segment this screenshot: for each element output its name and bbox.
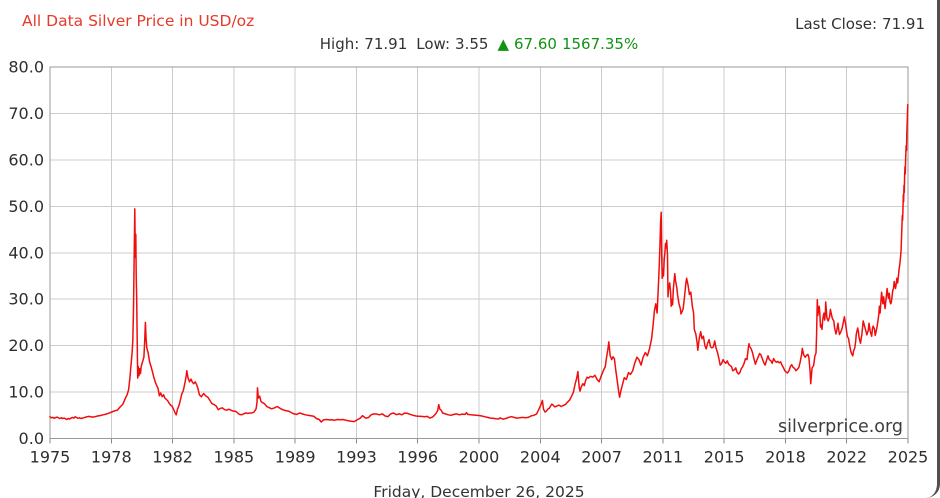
x-tick-label: 1982 [152, 448, 193, 467]
x-tick-label: 2022 [826, 448, 867, 467]
x-tick-label: 1978 [91, 448, 132, 467]
last-close: Last Close: 71.91 [795, 15, 925, 33]
x-tick-label: 2015 [704, 448, 745, 467]
last-close-label: Last Close: [795, 15, 878, 33]
low-label: Low: [416, 35, 451, 53]
x-tick-label: 2018 [765, 448, 806, 467]
x-tick-label: 2004 [520, 448, 561, 467]
watermark: silverprice.org [778, 417, 903, 437]
y-tick-label: 70.0 [8, 104, 44, 123]
x-tick-label: 2011 [642, 448, 683, 467]
date-caption: Friday, December 26, 2025 [373, 483, 585, 498]
y-tick-label: 80.0 [8, 58, 44, 77]
page-title: All Data Silver Price in USD/oz [22, 12, 255, 30]
up-arrow-icon: ▲ [497, 35, 509, 53]
plot-border [49, 66, 909, 439]
x-tick-label: 1996 [397, 448, 438, 467]
y-tick-label: 60.0 [8, 150, 44, 169]
y-tick-label: 0.0 [19, 429, 44, 448]
high-value: 71.91 [364, 35, 408, 53]
y-tick-label: 40.0 [8, 243, 44, 262]
y-tick-label: 50.0 [8, 197, 44, 216]
x-tick-label: 1985 [213, 448, 254, 467]
x-tick-label: 2007 [581, 448, 622, 467]
high-low-stats: High: 71.91 Low: 3.55 ▲ 67.60 1567.35% [50, 35, 908, 53]
last-close-value: 71.91 [882, 15, 925, 33]
x-tick-label: 1993 [336, 448, 377, 467]
x-tick-label: 2025 [888, 448, 929, 467]
x-tick-label: 1989 [275, 448, 316, 467]
price-line [49, 103, 909, 423]
y-tick-label: 30.0 [8, 290, 44, 309]
change-value: 67.60 [513, 35, 557, 53]
high-label: High: [319, 35, 360, 53]
change-percent: 1567.35% [561, 35, 639, 53]
y-tick-label: 10.0 [8, 383, 44, 402]
x-tick-label: 1975 [30, 448, 71, 467]
low-value: 3.55 [455, 35, 489, 53]
y-tick-label: 20.0 [8, 336, 44, 355]
x-tick-label: 2000 [459, 448, 500, 467]
